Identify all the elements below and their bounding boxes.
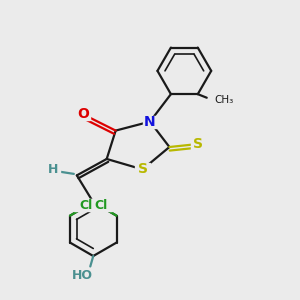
Text: HO: HO: [72, 269, 93, 282]
Text: H: H: [48, 163, 58, 176]
Bar: [71, 269, 94, 281]
Bar: [46, 164, 60, 175]
Text: S: S: [137, 162, 148, 176]
Text: N: N: [144, 115, 156, 129]
Text: Cl: Cl: [79, 199, 92, 212]
Text: O: O: [77, 107, 89, 121]
Text: S: S: [193, 137, 203, 151]
Bar: [74, 199, 97, 211]
Text: Cl: Cl: [94, 199, 107, 212]
Text: CH₃: CH₃: [214, 95, 233, 105]
Bar: [190, 138, 205, 150]
Bar: [89, 199, 112, 211]
Bar: [135, 164, 150, 175]
Bar: [143, 116, 157, 127]
Bar: [76, 108, 90, 120]
